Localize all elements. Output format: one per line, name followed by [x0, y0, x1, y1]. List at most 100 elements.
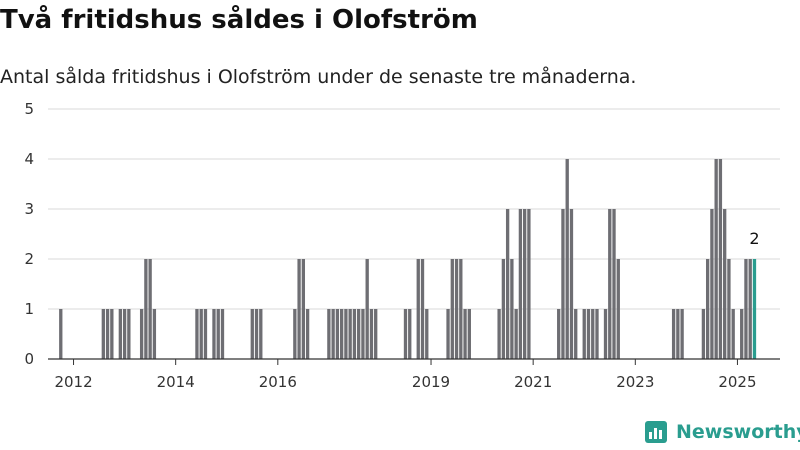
bar — [463, 309, 467, 359]
bar — [297, 259, 301, 359]
bar — [510, 259, 514, 359]
bar — [344, 309, 348, 359]
bar — [144, 259, 148, 359]
bar — [357, 309, 361, 359]
chart-subtitle: Antal sålda fritidshus i Olofström under… — [0, 66, 637, 88]
bar — [565, 159, 569, 359]
bar — [59, 309, 63, 359]
bar — [718, 159, 723, 359]
bar — [505, 209, 510, 359]
bar — [408, 309, 412, 359]
axes — [48, 358, 780, 365]
x-tick-label: 2021 — [514, 373, 552, 391]
bar — [574, 309, 578, 359]
x-tick-label: 2012 — [54, 373, 92, 391]
bar — [740, 309, 744, 359]
bar — [569, 209, 574, 359]
bar — [582, 309, 586, 359]
bar — [467, 309, 471, 359]
bar — [122, 309, 127, 359]
bar — [586, 309, 591, 359]
bar — [416, 259, 420, 359]
x-tick-label: 2023 — [616, 373, 654, 391]
bar — [748, 259, 752, 359]
bar — [152, 309, 157, 359]
bar — [671, 309, 676, 359]
bar — [374, 309, 378, 359]
bar — [250, 309, 254, 359]
y-tick-label: 1 — [24, 300, 34, 318]
bar — [595, 309, 599, 359]
bar — [105, 309, 110, 359]
bar — [127, 309, 131, 359]
bar — [293, 309, 297, 359]
x-tick-label: 2014 — [157, 373, 195, 391]
bar — [118, 309, 123, 359]
data-label: 2 — [749, 229, 759, 248]
bar — [612, 209, 616, 359]
bar — [680, 309, 684, 359]
bar — [501, 259, 506, 359]
bar — [339, 309, 344, 359]
newsworthy-logo: Newsworthy — [645, 420, 800, 444]
bar — [527, 209, 531, 359]
bar — [110, 309, 114, 359]
bar — [331, 309, 335, 359]
bar — [254, 309, 259, 359]
bar — [365, 259, 369, 359]
bar — [425, 309, 429, 359]
bar — [259, 309, 263, 359]
logo-text: Newsworthy — [676, 421, 800, 443]
bar — [714, 159, 718, 359]
bar — [195, 309, 199, 359]
bar — [199, 309, 203, 359]
chart-title: Två fritidshus såldes i Olofström — [0, 5, 478, 35]
y-tick-label: 2 — [24, 250, 34, 268]
bar — [727, 259, 731, 359]
bar — [522, 209, 527, 359]
bar — [203, 309, 208, 359]
bar — [148, 259, 152, 359]
bar — [301, 259, 306, 359]
y-tick-label: 5 — [24, 100, 34, 118]
logo-chart-icon — [645, 421, 667, 443]
bar — [723, 209, 727, 359]
bar — [701, 309, 706, 359]
y-tick-label: 3 — [24, 200, 34, 218]
bar — [608, 209, 612, 359]
x-tick-label: 2025 — [718, 373, 756, 391]
y-tick-label: 4 — [24, 150, 34, 168]
bar — [705, 259, 710, 359]
x-tick-label: 2016 — [259, 373, 297, 391]
bar — [514, 309, 518, 359]
bar — [335, 309, 340, 359]
bar — [616, 259, 620, 359]
bar — [101, 309, 105, 359]
bars — [59, 159, 757, 359]
bar — [348, 309, 352, 359]
bar — [369, 309, 374, 359]
bar — [603, 309, 608, 359]
bar — [327, 309, 331, 359]
bar — [216, 309, 220, 359]
bar — [454, 259, 459, 359]
x-tick-label: 2019 — [412, 373, 450, 391]
bar — [352, 309, 357, 359]
bar — [403, 309, 408, 359]
bar — [446, 309, 450, 359]
y-tick-label: 0 — [24, 350, 34, 368]
grid-lines — [48, 108, 780, 310]
bar — [591, 309, 595, 359]
bar — [220, 309, 225, 359]
bar-chart: 0 1 2 3 4 5 2 2012 2014 2016 2019 2021 2023 2025 — [24, 100, 780, 391]
bar — [557, 309, 561, 359]
bar — [459, 259, 463, 359]
bar — [561, 209, 565, 359]
bar-highlight — [752, 259, 757, 359]
bar — [450, 259, 454, 359]
bar — [361, 309, 365, 359]
bar — [518, 209, 523, 359]
bar — [212, 309, 216, 359]
bar — [731, 309, 735, 359]
bar — [139, 309, 144, 359]
